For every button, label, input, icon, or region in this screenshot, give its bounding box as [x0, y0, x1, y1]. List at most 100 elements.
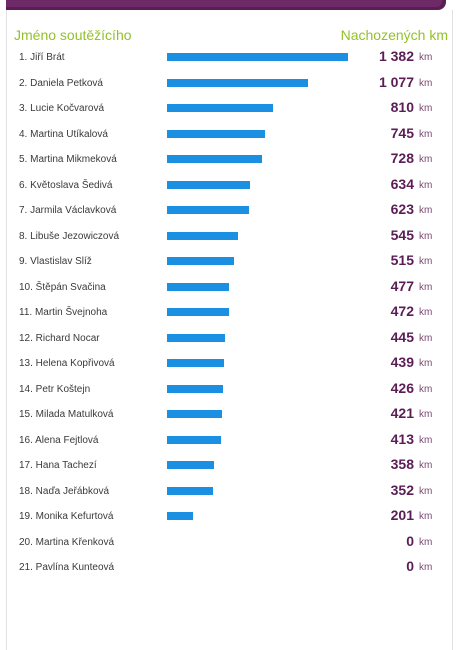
distance-unit: km: [419, 536, 433, 548]
leaderboard-row: 5. Martina Mikmeková 728 km: [0, 149, 462, 175]
participant-name: 17. Hana Tachezí: [19, 460, 97, 471]
distance-unit: km: [419, 256, 433, 267]
participant-name: 5. Martina Mikmeková: [19, 154, 117, 165]
distance-bar: [167, 486, 213, 495]
distance-bar: [167, 333, 225, 342]
participant-name: 14. Petr Koštejn: [19, 383, 91, 395]
participant-name: 21. Pavlína Kunteová: [19, 562, 115, 573]
distance-value: 810: [390, 99, 414, 115]
leaderboard-row: 8. Libuše Jezowiczová 545 km: [0, 226, 462, 252]
distance-bar: [167, 180, 250, 189]
participant-name: 4. Martina Utíkalová: [19, 128, 108, 140]
leaderboard-list: 1. Jiří Brát 1 382 km 2. Daniela Petková 1 0…: [0, 47, 462, 583]
distance-value: 421: [390, 405, 414, 421]
distance-unit: km: [419, 409, 433, 420]
distance-unit: km: [419, 332, 433, 344]
leaderboard-row: 2. Daniela Petková 1 077 km: [0, 73, 462, 99]
top-banner-accent: [6, 0, 442, 7]
participant-name: 18. Naďa Jeřábková: [19, 485, 110, 497]
leaderboard-row: 9. Vlastislav Slíž 515 km: [0, 251, 462, 277]
distance-value: 634: [390, 175, 414, 192]
distance-value: 477: [390, 277, 414, 294]
leaderboard-row: 10. Štěpán Svačina 477 km: [0, 277, 462, 303]
leaderboard-row: 17. Hana Tachezí 358 km: [0, 455, 462, 481]
distance-value: 426: [390, 379, 414, 396]
distance-unit: km: [419, 358, 433, 369]
leaderboard-row: 1. Jiří Brát 1 382 km: [0, 47, 462, 73]
participant-name: 1. Jiří Brát: [19, 52, 65, 63]
distance-unit: km: [419, 383, 433, 395]
distance-value: 515: [390, 252, 414, 268]
distance-bar: [167, 359, 224, 367]
participant-name: 7. Jarmila Václavková: [19, 205, 117, 216]
leaderboard-row: 4. Martina Utíkalová 745 km: [0, 124, 462, 150]
name-column-header: Jméno soutěžícího: [14, 27, 132, 43]
leaderboard-row: 3. Lucie Kočvarová 810 km: [0, 98, 462, 124]
leaderboard-row: 11. Martin Švejnoha 472 km: [0, 302, 462, 328]
distance-bar: [167, 231, 238, 240]
distance-value: 352: [390, 481, 414, 498]
distance-value: 623: [390, 201, 414, 217]
distance-unit: km: [419, 52, 433, 63]
distance-unit: km: [419, 103, 433, 114]
leaderboard-header: Jméno soutěžícího Nachozených km: [0, 27, 462, 45]
participant-name: 8. Libuše Jezowiczová: [19, 230, 120, 242]
leaderboard-row: 21. Pavlína Kunteová 0 km: [0, 557, 462, 583]
distance-column-header: Nachozených km: [340, 27, 448, 43]
distance-value: 472: [390, 303, 414, 319]
distance-bar: [167, 257, 234, 265]
distance-value: 439: [390, 354, 414, 370]
participant-name: 12. Richard Nocar: [19, 332, 100, 344]
distance-unit: km: [419, 77, 433, 89]
distance-bar: [167, 155, 262, 163]
distance-value: 358: [390, 456, 414, 472]
distance-value: 413: [390, 430, 414, 447]
leaderboard-row: 14. Petr Koštejn 426 km: [0, 379, 462, 405]
distance-unit: km: [419, 128, 433, 140]
leaderboard-panel: [6, 10, 453, 650]
distance-value: 1 077: [378, 73, 414, 90]
distance-value: 745: [390, 124, 414, 141]
distance-bar: [167, 410, 222, 418]
distance-unit: km: [419, 307, 433, 318]
leaderboard-row: 6. Květoslava Šedivá 634 km: [0, 175, 462, 201]
distance-unit: km: [419, 485, 433, 497]
leaderboard-row: 16. Alena Fejtlová 413 km: [0, 430, 462, 456]
participant-name: 2. Daniela Petková: [19, 77, 103, 89]
distance-bar: [167, 512, 193, 520]
distance-unit: km: [419, 434, 433, 446]
leaderboard-row: 15. Milada Matulková 421 km: [0, 404, 462, 430]
participant-name: 13. Helena Kopřivová: [19, 358, 115, 369]
distance-bar: [167, 78, 308, 87]
participant-name: 10. Štěpán Svačina: [19, 281, 106, 293]
participant-name: 9. Vlastislav Slíž: [19, 256, 92, 267]
distance-bar: [167, 461, 214, 469]
participant-name: 6. Květoslava Šedivá: [19, 179, 113, 191]
leaderboard-row: 12. Richard Nocar 445 km: [0, 328, 462, 354]
participant-name: 19. Monika Kefurtová: [19, 511, 114, 522]
distance-unit: km: [419, 154, 433, 165]
distance-value: 445: [390, 328, 414, 345]
distance-bar: [167, 308, 229, 316]
leaderboard-row: 7. Jarmila Václavková 623 km: [0, 200, 462, 226]
leaderboard-row: 13. Helena Kopřivová 439 km: [0, 353, 462, 379]
distance-bar: [167, 282, 229, 291]
distance-unit: km: [419, 562, 433, 573]
participant-name: 15. Milada Matulková: [19, 409, 114, 420]
participant-name: 16. Alena Fejtlová: [19, 434, 99, 446]
distance-unit: km: [419, 230, 433, 242]
participant-name: 3. Lucie Kočvarová: [19, 103, 105, 114]
distance-unit: km: [419, 179, 433, 191]
distance-value: 728: [390, 150, 414, 166]
distance-bar: [167, 53, 348, 61]
distance-bar: [167, 435, 221, 444]
distance-unit: km: [419, 460, 433, 471]
participant-name: 20. Martina Křenková: [19, 536, 115, 548]
distance-bar: [167, 384, 223, 393]
distance-bar: [167, 129, 265, 138]
leaderboard-row: 20. Martina Křenková 0 km: [0, 532, 462, 558]
distance-value: 1 382: [378, 48, 414, 64]
distance-value: 0: [406, 532, 414, 549]
leaderboard-row: 18. Naďa Jeřábková 352 km: [0, 481, 462, 507]
participant-name: 11. Martin Švejnoha: [19, 307, 108, 318]
